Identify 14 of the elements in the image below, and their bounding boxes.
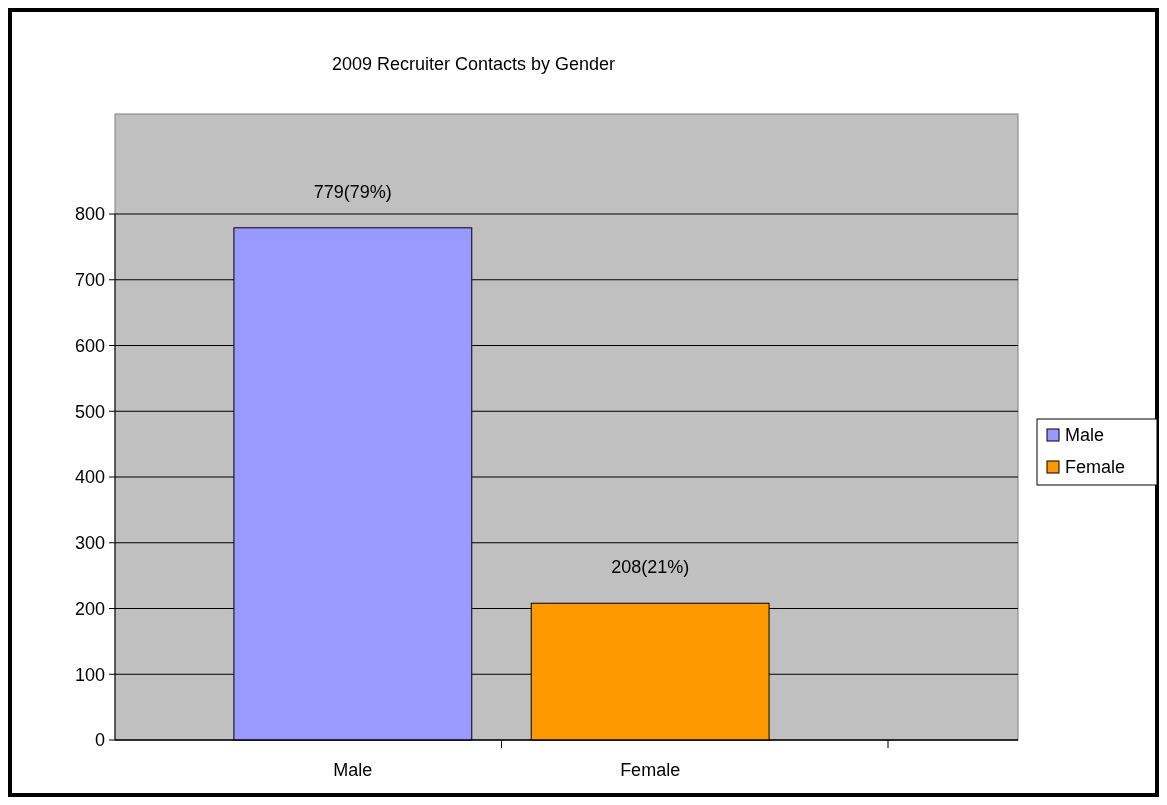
y-tick-label: 100 — [74, 664, 105, 685]
legend-label: Female — [1065, 457, 1126, 478]
data-label: 208(21%) — [611, 557, 690, 578]
y-tick-label: 800 — [74, 204, 105, 225]
y-tick-label: 200 — [74, 598, 105, 619]
y-tick-label: 700 — [74, 270, 105, 291]
y-tick-label: 600 — [74, 335, 105, 356]
y-tick-label: 500 — [74, 401, 105, 422]
legend-label: Male — [1065, 425, 1105, 446]
y-tick-label: 400 — [74, 467, 105, 488]
y-tick-label: 300 — [74, 533, 105, 554]
y-tick-label: 0 — [94, 730, 105, 751]
chart-title: 2009 Recruiter Contacts by Gender — [331, 54, 616, 74]
data-label: 779(79%) — [313, 181, 392, 202]
